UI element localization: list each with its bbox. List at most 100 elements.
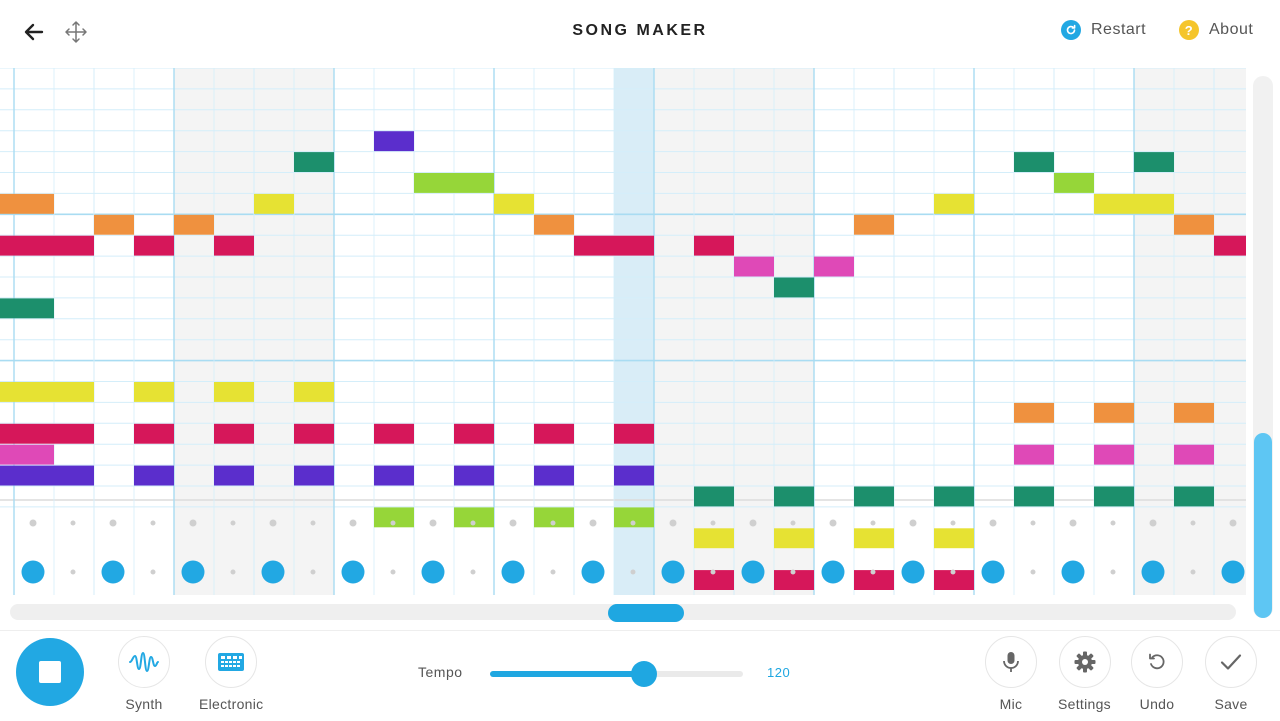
percussion-dot-top xyxy=(749,519,757,527)
note-block xyxy=(454,423,494,444)
move-arrows-icon[interactable] xyxy=(60,16,92,48)
percussion-dot-bottom xyxy=(630,569,636,575)
note-block xyxy=(774,277,814,298)
synth-label: Synth xyxy=(125,696,163,712)
percussion-dot-top xyxy=(390,520,396,526)
mic-label: Mic xyxy=(999,696,1023,712)
note-block xyxy=(534,465,574,486)
percussion-dot-bottom xyxy=(950,569,956,575)
tempo-value: 120 xyxy=(767,665,791,680)
percussion-dot-top xyxy=(470,520,476,526)
undo-button[interactable]: Undo xyxy=(1131,636,1183,712)
note-block xyxy=(0,298,54,319)
save-button[interactable]: Save xyxy=(1205,636,1257,712)
percussion-hit xyxy=(581,560,605,584)
note-block xyxy=(54,235,94,256)
percussion-dot-top xyxy=(189,519,197,527)
note-block xyxy=(94,214,134,235)
song-grid[interactable] xyxy=(0,68,1246,595)
percussion-dot-top xyxy=(989,519,997,527)
checkmark-icon xyxy=(1205,636,1257,688)
percussion-hit xyxy=(21,560,45,584)
note-block xyxy=(0,193,54,214)
percussion-dot-top xyxy=(1110,520,1116,526)
percussion-dot-top xyxy=(909,519,917,527)
restart-button[interactable]: Restart xyxy=(1061,20,1146,40)
percussion-dot-bottom xyxy=(1190,569,1196,575)
note-block xyxy=(134,423,174,444)
percussion-dot-top xyxy=(1149,519,1157,527)
settings-button[interactable]: Settings xyxy=(1058,636,1111,712)
note-block xyxy=(694,570,734,590)
note-block xyxy=(614,235,654,256)
percussion-hit xyxy=(1141,560,1165,584)
percussion-dot-top xyxy=(1229,519,1237,527)
note-block xyxy=(934,528,974,549)
note-block xyxy=(614,423,654,444)
gear-icon xyxy=(1058,636,1111,688)
horizontal-scroll-thumb[interactable] xyxy=(608,604,684,622)
percussion-dot-top xyxy=(349,519,357,527)
note-block xyxy=(134,235,174,256)
percussion-dot-bottom xyxy=(150,569,156,575)
percussion-dot-bottom xyxy=(390,569,396,575)
note-block xyxy=(1174,214,1214,235)
percussion-dot-top xyxy=(589,519,597,527)
note-block xyxy=(1014,152,1054,172)
vertical-scroll-thumb[interactable] xyxy=(1254,433,1272,618)
note-block xyxy=(0,465,54,486)
mic-button[interactable]: Mic xyxy=(985,636,1037,712)
note-block xyxy=(374,465,414,486)
note-block xyxy=(1014,402,1054,423)
percussion-dot-bottom xyxy=(870,569,876,575)
back-arrow-icon[interactable] xyxy=(18,16,50,48)
note-block xyxy=(374,507,414,528)
mic-icon xyxy=(985,636,1037,688)
percussion-dot-top xyxy=(509,519,517,527)
note-block xyxy=(934,486,974,507)
percussion-dot-top xyxy=(790,520,796,526)
note-block xyxy=(934,193,974,214)
note-block xyxy=(294,382,334,402)
percussion-dot-bottom xyxy=(70,569,76,575)
note-block xyxy=(1014,486,1054,507)
percussion-hit xyxy=(1221,560,1245,584)
stop-button[interactable] xyxy=(16,638,84,706)
note-block xyxy=(0,444,54,465)
note-block xyxy=(414,173,454,193)
percussion-dot-top xyxy=(70,520,76,526)
tempo-slider-thumb[interactable] xyxy=(631,661,658,687)
question-icon: ? xyxy=(1179,20,1199,40)
note-block xyxy=(774,528,814,549)
about-button[interactable]: ? About xyxy=(1179,20,1253,40)
about-label: About xyxy=(1209,21,1254,38)
synth-button[interactable]: Synth xyxy=(118,636,170,712)
note-block xyxy=(1174,402,1214,423)
note-block xyxy=(454,465,494,486)
note-block xyxy=(214,235,254,256)
percussion-dot-top xyxy=(829,519,837,527)
percussion-dot-bottom xyxy=(1110,569,1116,575)
percussion-hit xyxy=(901,560,925,584)
note-block xyxy=(54,465,94,486)
percussion-dot-top xyxy=(550,520,556,526)
note-block xyxy=(54,382,94,402)
electronic-button[interactable]: Electronic xyxy=(199,636,263,712)
percussion-dot-top xyxy=(429,519,437,527)
percussion-hit xyxy=(181,560,205,584)
undo-label: Undo xyxy=(1139,696,1175,712)
note-block xyxy=(0,235,54,256)
note-block xyxy=(1094,486,1134,507)
note-block xyxy=(294,423,334,444)
note-block xyxy=(694,235,734,256)
percussion-dot-top xyxy=(29,519,37,527)
note-block xyxy=(254,193,294,214)
note-block xyxy=(1094,402,1134,423)
note-block xyxy=(1014,444,1054,465)
note-block xyxy=(774,570,814,590)
note-block xyxy=(214,423,254,444)
note-block xyxy=(854,486,894,507)
note-block xyxy=(534,214,574,235)
percussion-dot-top xyxy=(870,520,876,526)
percussion-hit xyxy=(341,560,365,584)
